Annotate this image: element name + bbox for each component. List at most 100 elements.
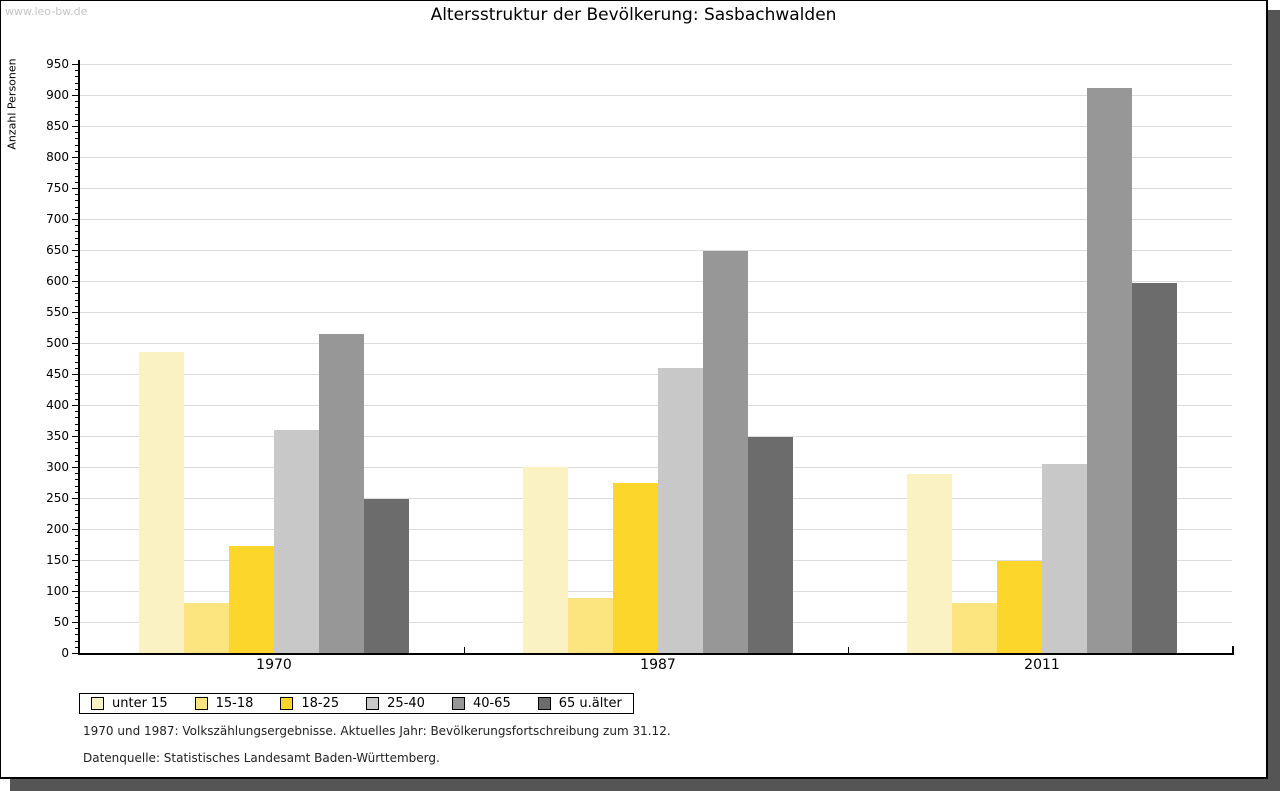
gridline (80, 436, 1232, 437)
y-tick-minor (75, 88, 78, 90)
y-tick-minor (75, 101, 78, 103)
y-tick-major (72, 312, 78, 313)
x-axis-separator-tick (848, 647, 849, 653)
y-tick-major (72, 219, 78, 220)
y-tick-minor (75, 386, 78, 388)
y-tick-minor (75, 522, 78, 524)
y-tick-minor (75, 200, 78, 202)
y-tick-major (72, 157, 78, 158)
legend-item-15-18: 15-18 (194, 696, 254, 711)
y-tick-minor (75, 566, 78, 568)
y-tick-label: 450 (46, 367, 69, 381)
footnote-source-note: 1970 und 1987: Volkszählungsergebnisse. … (83, 724, 671, 738)
y-tick-major (72, 653, 78, 654)
legend-swatch (194, 697, 208, 710)
y-tick-minor (75, 243, 78, 245)
y-tick-minor (75, 491, 78, 493)
bar-unter-15-1970 (139, 352, 184, 653)
y-tick-minor (75, 225, 78, 227)
y-tick-minor (75, 429, 78, 431)
legend-item-40-65: 40-65 (451, 696, 511, 711)
bar-25-40-1970 (274, 429, 319, 653)
y-tick-minor (75, 615, 78, 617)
y-tick-major (72, 281, 78, 282)
x-axis-separator-tick (464, 647, 465, 653)
y-tick-label: 400 (46, 398, 69, 412)
y-tick-major (72, 64, 78, 65)
y-tick-minor (75, 442, 78, 444)
y-tick-label: 600 (46, 274, 69, 288)
y-tick-minor (75, 479, 78, 481)
y-tick-minor (75, 349, 78, 351)
y-tick-major (72, 498, 78, 499)
y-tick-minor (75, 547, 78, 549)
gridline (80, 405, 1232, 406)
y-tick-minor (75, 473, 78, 475)
y-tick-minor (75, 299, 78, 301)
gridline (80, 250, 1232, 251)
y-tick-minor (75, 287, 78, 289)
y-tick-minor (75, 113, 78, 115)
y-tick-major (72, 529, 78, 530)
y-tick-minor (75, 82, 78, 84)
y-tick-minor (75, 336, 78, 338)
y-tick-label: 850 (46, 119, 69, 133)
y-tick-minor (75, 553, 78, 555)
gridline (80, 374, 1232, 375)
y-tick-minor (75, 603, 78, 605)
x-tick-label-1987: 1987 (640, 657, 676, 673)
y-tick-minor (75, 516, 78, 518)
gridline (80, 343, 1232, 344)
y-tick-minor (75, 640, 78, 642)
y-tick-minor (75, 206, 78, 208)
y-tick-minor (75, 634, 78, 636)
y-tick-label: 150 (46, 553, 69, 567)
bar-40-65-1970 (319, 333, 364, 653)
y-tick-minor (75, 411, 78, 413)
bar-15-18-1970 (184, 603, 229, 653)
gridline (80, 467, 1232, 468)
legend-swatch (537, 697, 551, 710)
y-tick-minor (75, 454, 78, 456)
y-tick-minor (75, 76, 78, 78)
y-tick-label: 900 (46, 88, 69, 102)
bar-unter-15-2011 (907, 474, 952, 653)
y-tick-major (72, 188, 78, 189)
y-tick-label: 750 (46, 181, 69, 195)
legend-label: 15-18 (215, 696, 254, 711)
y-tick-label: 650 (46, 243, 69, 257)
y-tick-major (72, 374, 78, 375)
gridline (80, 219, 1232, 220)
y-tick-minor (75, 485, 78, 487)
y-tick-minor (75, 380, 78, 382)
gridline (80, 188, 1232, 189)
bar-unter-15-1987 (523, 467, 568, 653)
legend-label: unter 15 (112, 696, 168, 711)
y-tick-major (72, 95, 78, 96)
bar-15-18-2011 (952, 603, 997, 653)
y-tick-major (72, 250, 78, 251)
y-tick-major (72, 126, 78, 127)
y-tick-minor (75, 572, 78, 574)
y-tick-minor (75, 392, 78, 394)
legend-swatch (91, 697, 104, 710)
bar-40-65-2011 (1087, 88, 1132, 653)
legend-item-25-40: 25-40 (366, 696, 425, 711)
gridline (80, 312, 1232, 313)
legend-item-unter-15: unter 15 (91, 696, 168, 711)
y-tick-minor (75, 293, 78, 295)
y-tick-minor (75, 318, 78, 320)
bar-65-u-aelter-1970 (364, 499, 409, 653)
y-tick-minor (75, 256, 78, 258)
y-tick-minor (75, 194, 78, 196)
legend-item-65-u-aelter: 65 u.älter (537, 696, 622, 711)
x-tick-label-2011: 2011 (1024, 657, 1060, 673)
bar-25-40-1987 (658, 367, 703, 653)
bar-25-40-2011 (1042, 463, 1087, 653)
y-tick-major (72, 343, 78, 344)
bar-18-25-1987 (613, 482, 658, 653)
x-axis-end-tick (1232, 646, 1234, 653)
x-tick-label-1970: 1970 (256, 657, 292, 673)
y-tick-label: 300 (46, 460, 69, 474)
y-tick-label: 700 (46, 212, 69, 226)
